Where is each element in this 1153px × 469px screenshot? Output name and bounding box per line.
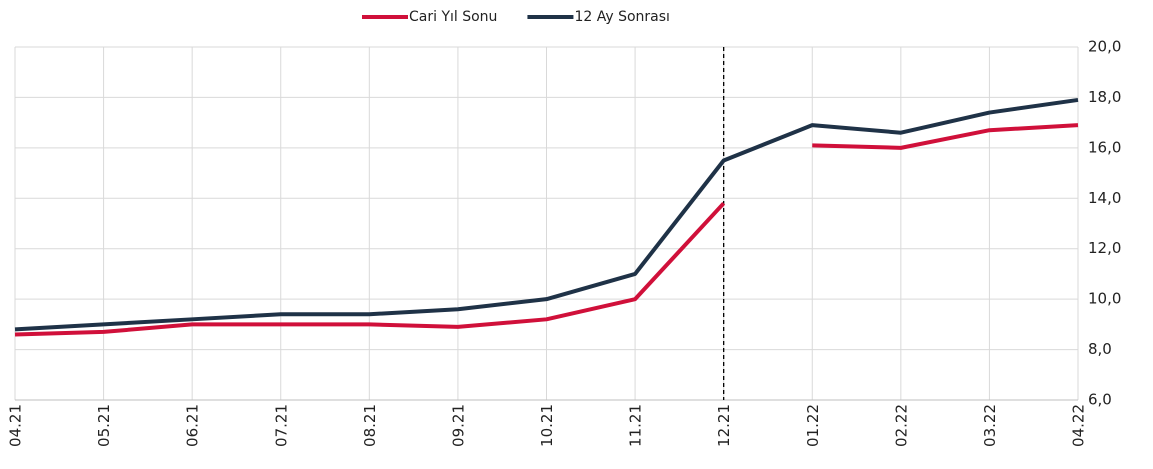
- x-tick-label: 01.22: [804, 404, 822, 447]
- y-tick-label: 12,0: [1088, 239, 1121, 257]
- x-tick-label: 09.21: [449, 404, 467, 447]
- x-tick-label: 10.21: [538, 404, 556, 447]
- x-tick-label: 03.22: [981, 404, 999, 447]
- x-tick-label: 04.21: [7, 404, 25, 447]
- x-tick-label: 02.22: [892, 404, 910, 447]
- y-tick-label: 16,0: [1088, 138, 1121, 156]
- y-tick-label: 18,0: [1088, 88, 1121, 106]
- series-line: [14, 201, 726, 337]
- y-tick-label: 6,0: [1088, 391, 1112, 409]
- legend-label: Cari Yıl Sonu: [409, 9, 497, 25]
- y-tick-label: 14,0: [1088, 189, 1121, 207]
- y-tick-label: 10,0: [1088, 290, 1121, 308]
- x-tick-label: 08.21: [361, 404, 379, 447]
- series-line: [812, 123, 1079, 150]
- legend-label: 12 Ay Sonrası: [574, 9, 669, 25]
- x-tick-label: 12.21: [715, 404, 733, 447]
- x-tick-label: 07.21: [272, 404, 290, 447]
- y-tick-label: 8,0: [1088, 340, 1112, 358]
- x-tick-label: 04.22: [1070, 404, 1088, 447]
- series-line: [14, 97, 1079, 332]
- y-tick-label: 20,0: [1088, 38, 1121, 56]
- x-tick-label: 11.21: [627, 404, 645, 447]
- legend: Cari Yıl Sonu 12 Ay Sonrası: [362, 9, 670, 25]
- x-tick-label: 06.21: [184, 404, 202, 447]
- x-tick-label: 05.21: [95, 404, 113, 447]
